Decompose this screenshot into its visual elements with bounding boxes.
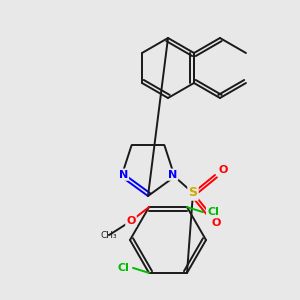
Text: O: O (126, 216, 136, 226)
Text: N: N (168, 170, 177, 180)
Text: Cl: Cl (207, 207, 219, 217)
Text: S: S (188, 187, 197, 200)
Text: O: O (218, 165, 228, 175)
Text: O: O (211, 218, 221, 228)
Text: CH₃: CH₃ (101, 231, 117, 240)
Text: N: N (119, 170, 128, 180)
Text: Cl: Cl (117, 263, 129, 273)
